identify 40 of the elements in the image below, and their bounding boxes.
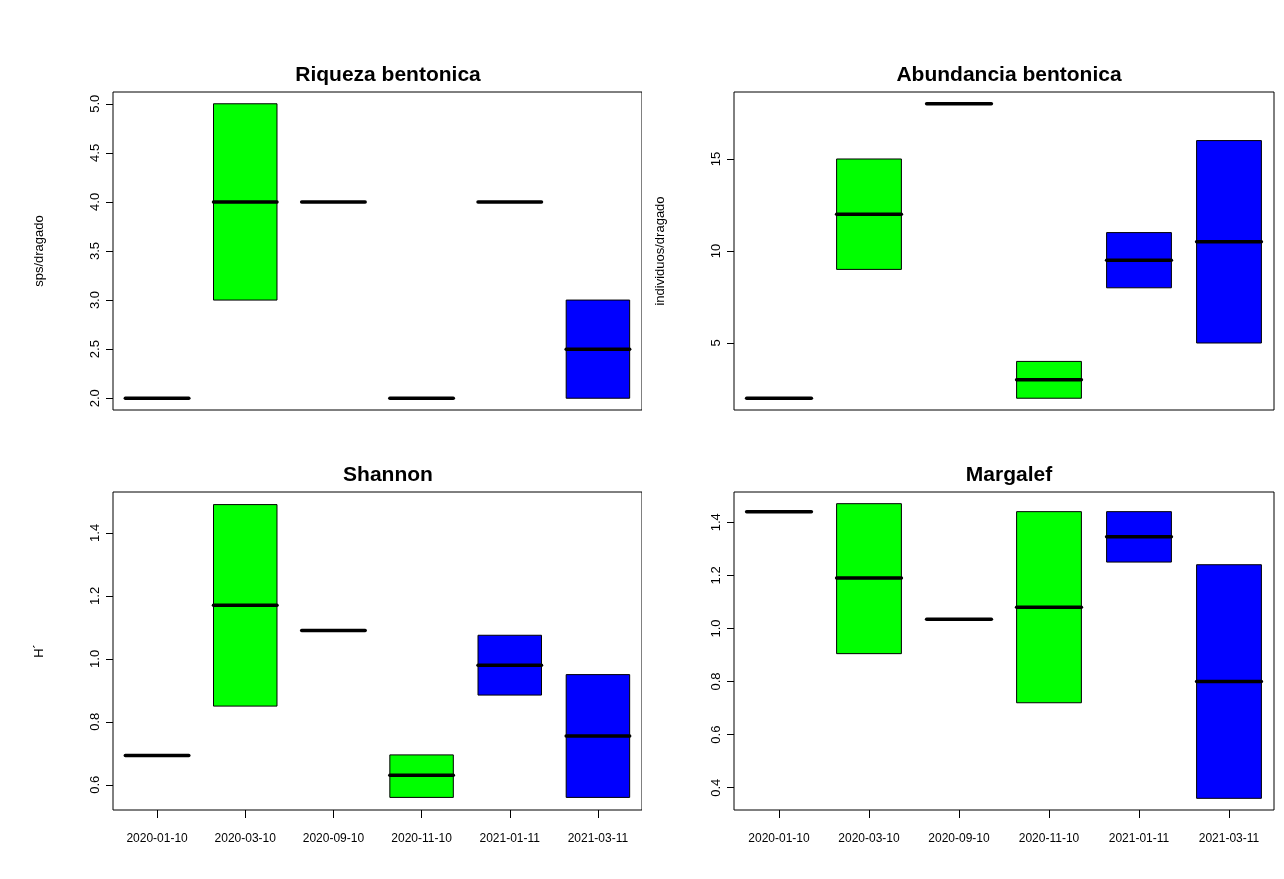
x-tick-label: 2021-03-11 — [1198, 831, 1260, 845]
y-tick-label: 1.0 — [87, 649, 102, 668]
y-tick-label: 4.5 — [87, 143, 102, 162]
y-tick-label: 5.0 — [87, 94, 102, 113]
x-tick-label: 2020-11-10 — [1018, 831, 1080, 845]
y-axis-title: sps/dragado — [31, 215, 46, 287]
y-tick-label: 1.2 — [708, 566, 723, 585]
y-axis-title: individuos/dragado — [652, 196, 667, 306]
y-tick-label: 10 — [708, 243, 723, 259]
y-tick-label: 3.0 — [87, 291, 102, 310]
y-axis-title: H´ — [31, 644, 46, 658]
x-tick-label: 2020-09-10 — [928, 831, 991, 845]
y-tick-label: 0.4 — [708, 778, 723, 797]
x-tick-label: 2021-03-11 — [567, 831, 629, 845]
x-tick-label: 2020-01-10 — [748, 831, 811, 845]
y-tick-label: 1.4 — [87, 523, 102, 542]
y-tick-label: 2.5 — [87, 340, 102, 359]
x-tick-label: 2020-11-10 — [391, 831, 453, 845]
y-tick-label: 5 — [708, 339, 723, 347]
y-tick-label: 0.6 — [708, 725, 723, 744]
x-tick-label: 2021-01-11 — [1108, 831, 1170, 845]
y-tick-label: 0.8 — [87, 712, 102, 731]
chart-title: Abundancia bentonica — [896, 62, 1122, 85]
x-tick-label: 2021-01-11 — [479, 831, 541, 845]
y-tick-label: 1.4 — [708, 513, 723, 532]
x-tick-label: 2020-03-10 — [214, 831, 277, 845]
y-tick-label: 2.0 — [87, 389, 102, 408]
x-tick-label: 2020-01-10 — [126, 831, 189, 845]
x-tick-label: 2020-03-10 — [838, 831, 901, 845]
chart-title: Shannon — [343, 462, 433, 485]
y-tick-label: 1.0 — [708, 619, 723, 638]
y-tick-label: 1.2 — [87, 586, 102, 605]
y-tick-label: 15 — [708, 151, 723, 167]
chart-title: Margalef — [965, 462, 1054, 485]
chart-title: Riqueza bentonica — [295, 62, 482, 85]
x-tick-label: 2020-09-10 — [302, 831, 365, 845]
y-tick-label: 4.0 — [87, 192, 102, 211]
y-tick-label: 0.6 — [87, 775, 102, 794]
y-tick-label: 0.8 — [708, 672, 723, 691]
y-tick-label: 3.5 — [87, 241, 102, 261]
